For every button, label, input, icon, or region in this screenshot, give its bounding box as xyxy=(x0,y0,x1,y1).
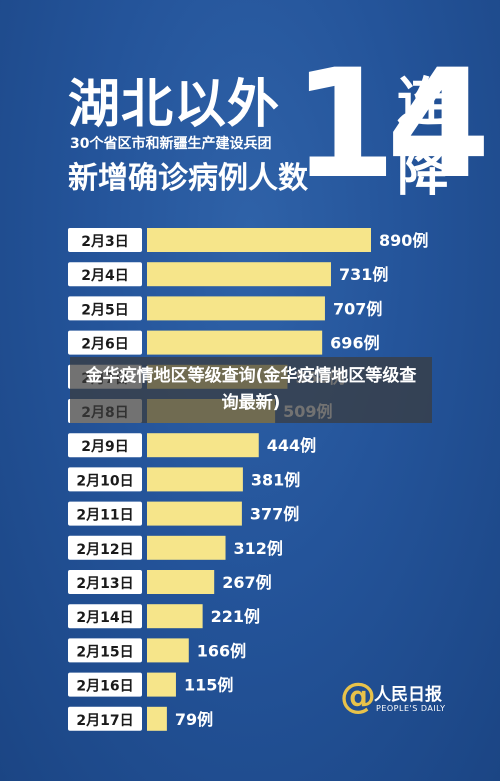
title: 湖北以外 xyxy=(68,75,281,135)
logo-en-text: PEOPLE'S DAILY xyxy=(376,704,446,713)
date-label-box xyxy=(68,604,142,629)
bar xyxy=(147,433,259,458)
peoples-daily-logo: @ 人民日报 PEOPLE'S DAILY xyxy=(340,678,460,718)
overlay-text: 金华疫情地区等级查询(金华疫情地区等级查询最新) xyxy=(85,366,417,413)
date-label-box xyxy=(68,262,142,287)
logo-cn-text: 人民日报 xyxy=(374,685,442,705)
bar xyxy=(147,604,203,629)
value-label: 696例 xyxy=(330,334,379,353)
article-title-overlay[interactable]: 金华疫情地区等级查询(金华疫情地区等级查询最新) xyxy=(70,357,432,423)
date-label-box xyxy=(68,501,142,526)
value-label: 890例 xyxy=(379,231,428,250)
category-label: 2月14日 xyxy=(76,610,133,626)
category-label: 2月13日 xyxy=(76,576,133,592)
category-label: 2月11日 xyxy=(76,508,133,524)
subtitle: 30个省区市和新疆生产建设兵团 xyxy=(70,136,272,152)
bar xyxy=(147,330,323,355)
bar xyxy=(147,228,371,252)
value-label: 731例 xyxy=(339,265,388,284)
value-label: 166例 xyxy=(197,641,246,660)
bar xyxy=(147,706,167,731)
category-label: 2月3日 xyxy=(81,234,128,250)
date-label-box xyxy=(68,535,142,560)
value-label: 312例 xyxy=(234,539,283,558)
subtitle-2: 新增确诊病例人数 xyxy=(68,161,308,196)
date-label-box xyxy=(68,296,142,321)
bar xyxy=(147,296,325,321)
value-label: 707例 xyxy=(333,299,382,318)
category-label: 2月16日 xyxy=(76,679,133,695)
bar xyxy=(147,467,243,492)
date-label-box xyxy=(68,672,142,697)
vertical-text: 连降 xyxy=(396,73,449,203)
category-label: 2月4日 xyxy=(81,268,128,284)
date-label-box xyxy=(68,706,142,731)
category-label: 2月17日 xyxy=(76,713,133,729)
bar xyxy=(147,570,215,594)
value-label: 267例 xyxy=(222,573,271,592)
bar xyxy=(147,638,189,663)
value-label: 381例 xyxy=(251,470,300,489)
value-label: 115例 xyxy=(184,676,233,695)
bar xyxy=(147,262,331,287)
bar xyxy=(147,672,176,697)
bar xyxy=(147,535,226,560)
big-number: 14 xyxy=(292,38,491,212)
category-label: 2月15日 xyxy=(76,644,133,660)
category-label: 2月6日 xyxy=(81,337,128,353)
category-label: 2月9日 xyxy=(81,439,128,455)
at-icon: @ xyxy=(340,676,376,717)
date-label-box xyxy=(68,228,142,252)
date-label-box xyxy=(68,570,142,594)
bar xyxy=(147,501,242,526)
category-label: 2月5日 xyxy=(81,302,128,318)
category-label: 2月12日 xyxy=(76,542,133,558)
date-label-box xyxy=(68,330,142,355)
value-label: 221例 xyxy=(211,607,260,626)
category-label: 2月10日 xyxy=(76,473,133,489)
date-label-box xyxy=(68,467,142,492)
value-label: 79例 xyxy=(175,710,213,729)
date-label-box xyxy=(68,638,142,663)
value-label: 444例 xyxy=(267,436,316,455)
date-label-box xyxy=(68,433,142,458)
value-label: 377例 xyxy=(250,505,299,524)
